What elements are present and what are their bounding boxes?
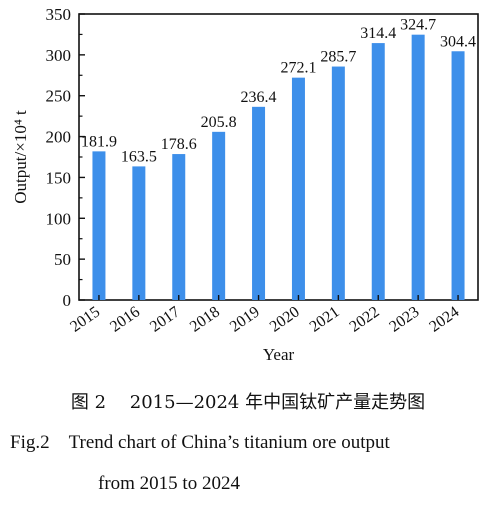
data-label: 272.1 xyxy=(280,60,316,77)
bar xyxy=(411,34,425,301)
x-tick-label: 2016 xyxy=(107,303,143,335)
data-label: 163.5 xyxy=(121,148,157,165)
x-tick-label: 2021 xyxy=(307,303,343,335)
bar xyxy=(291,77,305,300)
x-tick-label: 2017 xyxy=(147,303,183,335)
x-tick-label: 2023 xyxy=(386,303,422,335)
y-tick-label: 250 xyxy=(46,87,72,106)
figure-caption-english-line1: Fig.2 Trend chart of China’s titanium or… xyxy=(10,432,390,453)
x-tick-label: 2024 xyxy=(426,303,462,335)
y-axis-title: Output/×10⁴ t xyxy=(11,110,30,204)
bar xyxy=(92,151,106,300)
data-label: 178.6 xyxy=(161,136,197,153)
x-tick-label: 2018 xyxy=(187,303,223,335)
data-label: 324.7 xyxy=(400,17,436,34)
data-label: 205.8 xyxy=(201,114,237,131)
data-label: 236.4 xyxy=(241,89,277,106)
y-tick-label: 0 xyxy=(63,291,72,310)
bar xyxy=(132,166,146,300)
bar xyxy=(371,43,385,301)
x-tick-label: 2015 xyxy=(67,303,103,335)
bar xyxy=(172,154,186,300)
x-axis-title: Year xyxy=(263,345,295,364)
bar xyxy=(331,66,345,300)
bar xyxy=(252,106,266,301)
x-tick-label: 2020 xyxy=(267,303,303,335)
y-tick-label: 100 xyxy=(46,209,72,228)
y-tick-label: 350 xyxy=(46,5,72,24)
y-tick-label: 150 xyxy=(46,168,72,187)
plot-area: 0 50 100 150 200 250 300 350 181.9 2015 163.5 2016 1… xyxy=(11,5,479,364)
y-tick-label: 200 xyxy=(46,128,72,147)
y-tick-label: 300 xyxy=(46,46,72,65)
bar xyxy=(451,51,465,300)
x-tick-label: 2019 xyxy=(227,303,263,335)
bar xyxy=(212,131,226,300)
data-label: 181.9 xyxy=(81,133,117,150)
figure-caption-chinese: 图 2 2015—2024 年中国钛矿产量走势图 xyxy=(70,392,426,413)
data-label: 285.7 xyxy=(320,49,356,66)
y-tick-label: 50 xyxy=(54,250,71,269)
bar-chart: 0 50 100 150 200 250 300 350 181.9 2015 163.5 2016 1… xyxy=(11,5,479,364)
x-tick-label: 2022 xyxy=(347,303,383,335)
data-label: 314.4 xyxy=(360,25,396,42)
data-label: 304.4 xyxy=(440,33,476,50)
figure-caption-english-line2: from 2015 to 2024 xyxy=(98,473,240,494)
